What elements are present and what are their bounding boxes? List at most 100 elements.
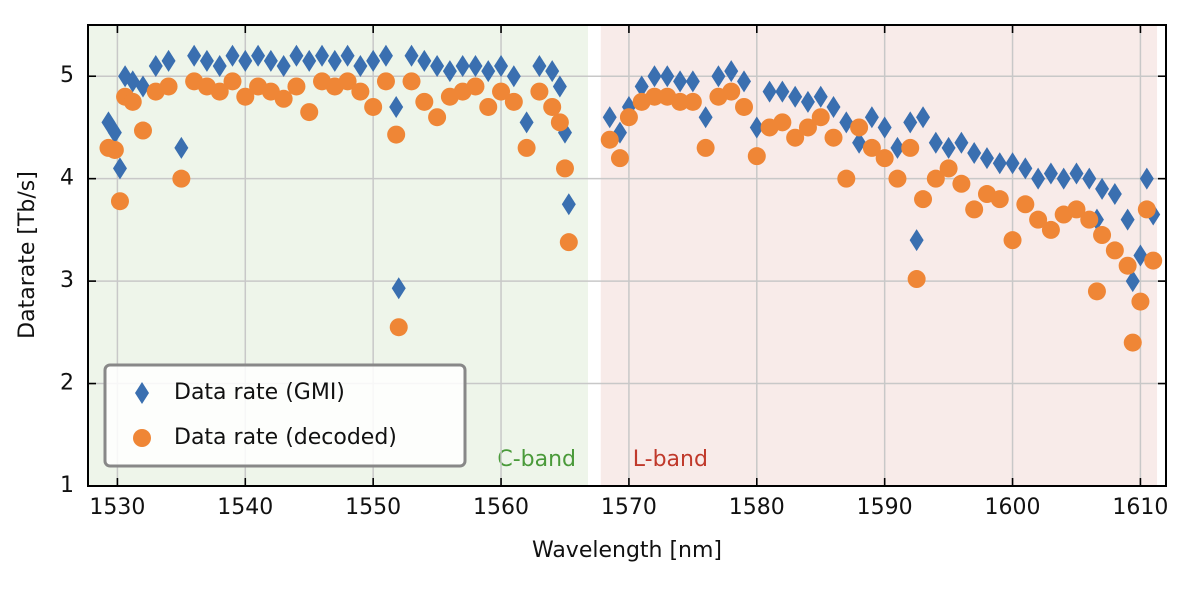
diamond-marker: [877, 116, 892, 139]
x-tick-label: 1590: [857, 495, 913, 520]
circle-marker: [466, 77, 485, 96]
circle-marker: [338, 72, 357, 91]
diamond-marker: [749, 116, 764, 139]
x-tick-label: 1570: [601, 495, 657, 520]
circle-marker: [722, 82, 741, 101]
diamond-marker: [455, 54, 470, 77]
x-tick-label: 1560: [473, 495, 529, 520]
diamond-marker: [353, 54, 368, 77]
circle-marker: [402, 72, 421, 91]
circle-marker: [550, 113, 569, 132]
diamond-marker: [1095, 177, 1110, 200]
circle-marker: [300, 103, 319, 122]
circle-marker: [428, 108, 447, 127]
circle-marker: [952, 174, 971, 193]
circle-marker: [939, 159, 958, 178]
circle-marker: [811, 108, 830, 127]
circle-marker: [1093, 226, 1112, 245]
diamond-marker: [1107, 183, 1122, 206]
diamond-marker: [112, 157, 127, 180]
diamond-marker: [903, 111, 918, 134]
diamond-marker: [839, 111, 854, 134]
circle-marker: [965, 200, 984, 219]
y-tick-label: 4: [60, 166, 74, 191]
circle-marker: [671, 92, 690, 111]
circle-marker: [530, 82, 549, 101]
diamond-marker: [602, 106, 617, 129]
diamond-marker: [481, 60, 496, 83]
circle-marker: [376, 72, 395, 91]
circle-marker: [619, 108, 638, 127]
x-tick-label: 1600: [985, 495, 1041, 520]
marks-layer: [99, 44, 1163, 352]
diamond-marker: [506, 65, 521, 88]
diamond-marker: [762, 80, 777, 103]
diamond-marker: [263, 49, 278, 72]
plot-frame: [87, 24, 1167, 487]
circle-marker: [236, 87, 255, 106]
diamond-marker: [494, 54, 509, 77]
diamond-marker: [391, 277, 406, 300]
diamond-marker: [251, 44, 266, 67]
diamond-marker: [442, 60, 457, 83]
circle-marker: [351, 82, 370, 101]
circle-marker: [907, 270, 926, 289]
circle-marker: [555, 159, 574, 178]
circle-marker: [543, 97, 562, 116]
legend-label: Data rate (decoded): [174, 425, 397, 450]
circle-marker: [223, 72, 242, 91]
diamond-marker: [928, 131, 943, 154]
circle-marker: [492, 82, 511, 101]
diamond-marker: [417, 49, 432, 72]
diamond-marker: [366, 49, 381, 72]
circle-marker: [1041, 220, 1060, 239]
circle-marker: [1029, 210, 1048, 229]
circle-marker: [105, 140, 124, 159]
circle-marker: [824, 128, 843, 147]
diamond-marker: [852, 131, 867, 154]
diamond-marker: [1120, 208, 1135, 231]
circle-marker: [1067, 200, 1086, 219]
y-tick-label: 1: [60, 473, 74, 498]
diamond-marker: [552, 75, 567, 98]
circle-marker: [389, 318, 408, 337]
x-axis-label: Wavelength [nm]: [532, 538, 722, 563]
diamond-marker: [187, 44, 202, 67]
diamond-marker: [519, 111, 534, 134]
diamond-marker: [532, 54, 547, 77]
diamond-marker: [327, 49, 342, 72]
circle-marker: [364, 97, 383, 116]
diamond-marker: [698, 106, 713, 129]
circle-marker: [798, 118, 817, 137]
diamond-marker: [107, 121, 122, 144]
circle-marker: [133, 429, 151, 447]
diamond-marker: [1056, 167, 1071, 190]
diamond-marker: [545, 60, 560, 83]
circle-marker: [1144, 251, 1163, 270]
circle-marker: [850, 118, 869, 137]
circle-marker: [1080, 210, 1099, 229]
diamond-marker: [389, 95, 404, 118]
diamond-marker: [788, 85, 803, 108]
legend: Data rate (GMI) Data rate (decoded): [103, 363, 467, 468]
diamond-marker: [174, 136, 189, 159]
diamond-marker: [430, 54, 445, 77]
y-tick-label: 2: [60, 371, 74, 396]
circle-marker: [504, 92, 523, 111]
diamond-marker: [468, 54, 483, 77]
diamond-marker: [404, 44, 419, 67]
diamond-marker: [979, 147, 994, 170]
diamond-marker: [813, 85, 828, 108]
circle-marker: [517, 138, 536, 157]
diamond-marker: [916, 106, 931, 129]
diamond-marker: [864, 106, 879, 129]
diamond-marker: [800, 90, 815, 113]
circle-marker: [696, 138, 715, 157]
diamond-marker: [1043, 162, 1058, 185]
diamond-marker: [340, 44, 355, 67]
legend-box: [103, 363, 467, 468]
circle-marker: [133, 121, 152, 140]
circle-marker: [1003, 231, 1022, 250]
circle-marker: [1118, 256, 1137, 275]
